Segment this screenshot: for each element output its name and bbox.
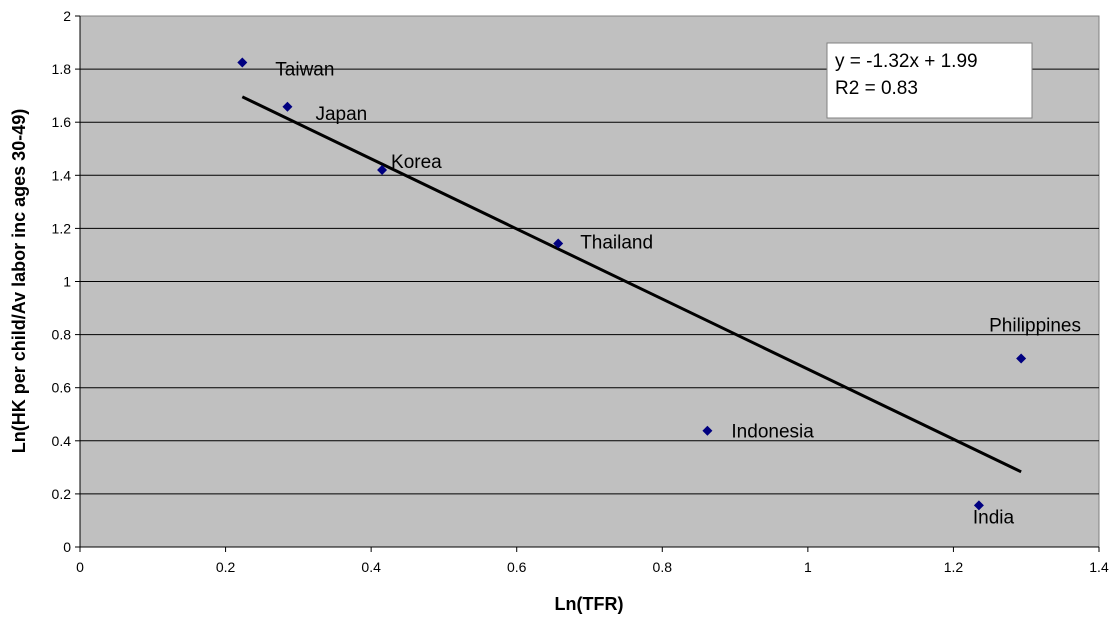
point-label-philippines: Philippines <box>989 315 1081 336</box>
data-point-japan <box>282 101 293 112</box>
point-label-japan: Japan <box>315 104 367 125</box>
data-point-india <box>973 500 984 511</box>
y-axis-title: Ln(HK per child/Av labor inc ages 30-49) <box>9 109 29 453</box>
data-point-philippines <box>1016 353 1027 364</box>
data-point-korea <box>377 164 388 175</box>
y-tick-label: 1.6 <box>52 114 72 130</box>
x-tick-label: 0.8 <box>653 559 673 575</box>
x-tick-label: 0 <box>76 559 84 575</box>
data-point-indonesia <box>702 425 713 436</box>
point-labels: Taiwan Japan Korea Thailand Indonesia Philipp… <box>275 59 1081 528</box>
y-axis-ticks: 0 0.2 0.4 0.6 0.8 1 1.2 1.4 1.6 1.8 2 <box>52 8 80 555</box>
data-point-taiwan <box>237 57 248 68</box>
equation-box-frame <box>826 42 1033 119</box>
y-tick-label: 0.4 <box>52 433 72 449</box>
point-label-india: India <box>973 507 1015 528</box>
y-tick-label: 1.2 <box>52 220 72 236</box>
y-tick-label: 1 <box>63 274 71 290</box>
equation-box: y = -1.32x + 1.99 R2 = 0.83 <box>826 42 1033 119</box>
point-label-thailand: Thailand <box>580 233 653 254</box>
y-tick-label: 0.2 <box>52 486 72 502</box>
equation-text: y = -1.32x + 1.99 <box>835 51 978 72</box>
y-tick-label: 0.6 <box>52 380 72 396</box>
y-tick-label: 2 <box>63 8 71 24</box>
point-label-taiwan: Taiwan <box>275 59 334 80</box>
r-squared-text: R2 = 0.83 <box>835 78 918 99</box>
x-axis-title: Ln(TFR) <box>555 594 624 614</box>
y-tick-label: 0 <box>63 539 71 555</box>
trend-line <box>241 95 1022 474</box>
x-tick-label: 1.4 <box>1089 559 1109 575</box>
x-tick-label: 0.2 <box>216 559 236 575</box>
y-tick-label: 1.8 <box>52 61 72 77</box>
x-tick-label: 0.4 <box>361 559 381 575</box>
y-tick-label: 1.4 <box>52 167 72 183</box>
x-tick-label: 1 <box>804 559 812 575</box>
data-point-thailand <box>553 238 564 249</box>
x-axis-ticks: 0 0.2 0.4 0.6 0.8 1 1.2 1.4 <box>76 16 1109 575</box>
data-points <box>237 57 1027 511</box>
y-tick-label: 0.8 <box>52 327 72 343</box>
point-label-korea: Korea <box>391 152 442 173</box>
x-tick-label: 0.6 <box>507 559 527 575</box>
point-label-indonesia: Indonesia <box>731 422 814 443</box>
x-tick-label: 1.2 <box>944 559 964 575</box>
